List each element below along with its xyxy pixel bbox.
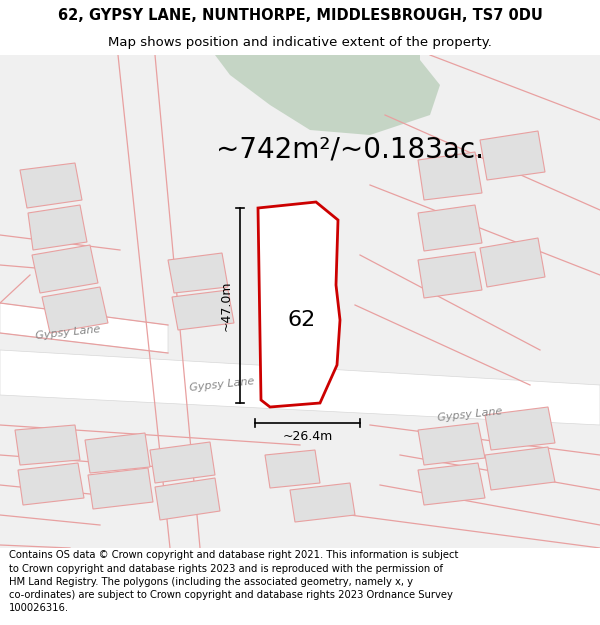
Polygon shape: [418, 205, 482, 251]
Polygon shape: [418, 463, 485, 505]
Polygon shape: [32, 245, 98, 293]
Polygon shape: [0, 55, 600, 548]
Polygon shape: [150, 442, 215, 483]
Polygon shape: [155, 478, 220, 520]
Polygon shape: [0, 303, 168, 353]
Polygon shape: [418, 152, 482, 200]
Text: 62, GYPSY LANE, NUNTHORPE, MIDDLESBROUGH, TS7 0DU: 62, GYPSY LANE, NUNTHORPE, MIDDLESBROUGH…: [58, 8, 542, 23]
Polygon shape: [18, 463, 84, 505]
Polygon shape: [480, 131, 545, 180]
Text: ~26.4m: ~26.4m: [283, 429, 332, 442]
Text: Gypsy Lane: Gypsy Lane: [437, 407, 503, 423]
Polygon shape: [290, 483, 355, 522]
Polygon shape: [485, 407, 555, 450]
Polygon shape: [418, 423, 485, 465]
Polygon shape: [215, 55, 440, 135]
Polygon shape: [168, 253, 228, 293]
Polygon shape: [85, 433, 150, 473]
Polygon shape: [172, 290, 234, 330]
Polygon shape: [0, 350, 600, 425]
Text: Gypsy Lane: Gypsy Lane: [189, 377, 255, 393]
Polygon shape: [15, 425, 80, 465]
Polygon shape: [485, 447, 555, 490]
Polygon shape: [28, 205, 87, 250]
Text: ~742m²/~0.183ac.: ~742m²/~0.183ac.: [216, 136, 484, 164]
Polygon shape: [42, 287, 108, 333]
Polygon shape: [20, 163, 82, 208]
Text: 62: 62: [288, 310, 316, 330]
Text: ~47.0m: ~47.0m: [220, 280, 233, 331]
Polygon shape: [418, 252, 482, 298]
Text: Gypsy Lane: Gypsy Lane: [35, 324, 101, 341]
Polygon shape: [88, 468, 153, 509]
Polygon shape: [258, 202, 340, 407]
Polygon shape: [265, 450, 320, 488]
Polygon shape: [480, 238, 545, 287]
Text: Map shows position and indicative extent of the property.: Map shows position and indicative extent…: [108, 36, 492, 49]
Text: Contains OS data © Crown copyright and database right 2021. This information is : Contains OS data © Crown copyright and d…: [9, 550, 458, 613]
